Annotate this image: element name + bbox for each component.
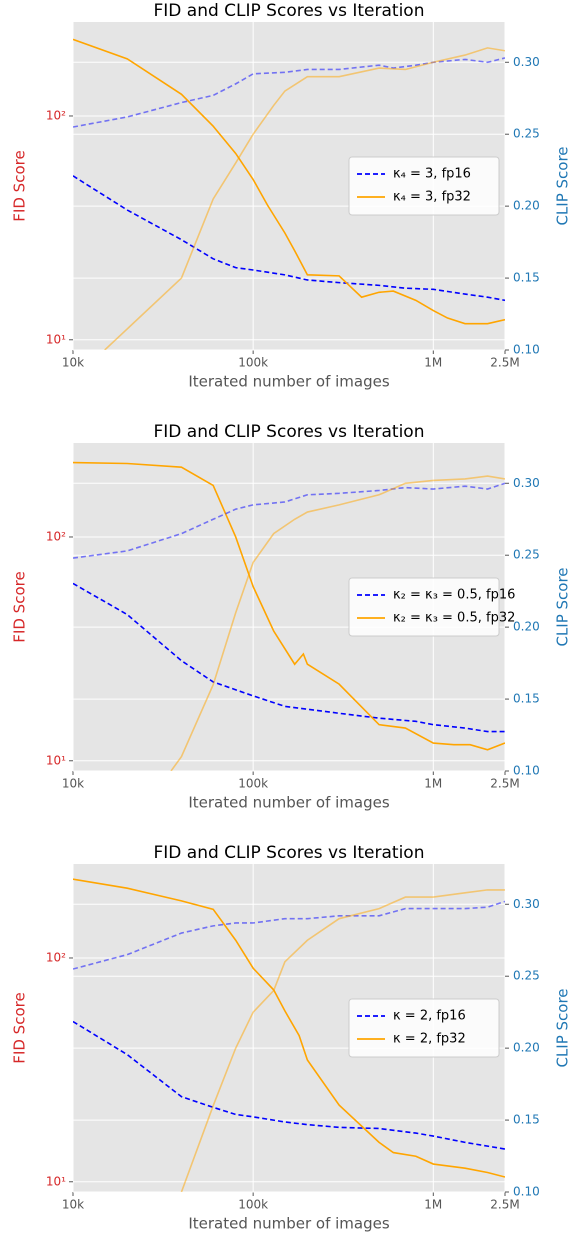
chart-title: FID and CLIP Scores vs Iteration bbox=[154, 422, 425, 442]
y2-axis-label: CLIP Score bbox=[554, 567, 572, 646]
y2-tick-label: 0.20 bbox=[513, 1041, 540, 1055]
y2-tick-label: 0.15 bbox=[513, 1113, 540, 1127]
legend-label: κ₄ = 3, fp16 bbox=[393, 167, 471, 182]
subplot: FID and CLIP Scores vs Iteration 10k 100k 1… bbox=[11, 422, 572, 812]
y2-tick-label: 0.30 bbox=[513, 476, 540, 490]
chart-title: FID and CLIP Scores vs Iteration bbox=[154, 843, 425, 863]
legend-label: κ₂ = κ₃ = 0.5, fp16 bbox=[393, 588, 515, 603]
data-line bbox=[104, 47, 505, 350]
data-line bbox=[73, 57, 505, 128]
y-axis-label: FID Score bbox=[11, 992, 29, 1063]
y-tick-label: 10² bbox=[46, 950, 66, 964]
data-line bbox=[73, 461, 505, 751]
legend-label: κ = 2, fp16 bbox=[393, 1009, 466, 1024]
x-tick-label: 10k bbox=[62, 777, 84, 791]
legend-box bbox=[348, 998, 500, 1058]
y2-tick-label: 0.10 bbox=[513, 343, 540, 357]
x-tick-label: 100k bbox=[238, 1198, 268, 1212]
legend-box bbox=[348, 577, 500, 637]
data-line bbox=[73, 175, 505, 302]
data-line bbox=[180, 889, 505, 1192]
x-tick-label: 2.5M bbox=[490, 777, 519, 791]
x-tick-label: 1M bbox=[424, 356, 442, 370]
data-line bbox=[73, 582, 505, 733]
legend-label: κ = 2, fp32 bbox=[393, 1032, 466, 1047]
y2-tick-label: 0.20 bbox=[513, 199, 540, 213]
y2-axis-label: CLIP Score bbox=[554, 988, 572, 1067]
x-tick-label: 1M bbox=[424, 1198, 442, 1212]
x-tick-label: 10k bbox=[62, 356, 84, 370]
x-tick-label: 2.5M bbox=[490, 1198, 519, 1212]
y2-tick-label: 0.15 bbox=[513, 271, 540, 285]
x-tick-label: 2.5M bbox=[490, 356, 519, 370]
y2-tick-label: 0.20 bbox=[513, 620, 540, 634]
y2-tick-label: 0.10 bbox=[513, 764, 540, 778]
legend-label: κ₄ = 3, fp32 bbox=[393, 190, 471, 205]
subplot: FID and CLIP Scores vs Iteration 10k 100k 1… bbox=[11, 1, 572, 391]
x-axis-label: Iterated number of images bbox=[188, 1215, 390, 1233]
x-tick-label: 100k bbox=[238, 356, 268, 370]
y2-tick-label: 0.30 bbox=[513, 55, 540, 69]
y-tick-label: 10² bbox=[46, 529, 66, 543]
data-line bbox=[73, 900, 505, 970]
data-line bbox=[73, 482, 505, 559]
x-axis-label: Iterated number of images bbox=[188, 794, 390, 812]
x-axis-label: Iterated number of images bbox=[188, 373, 390, 391]
x-tick-label: 100k bbox=[238, 777, 268, 791]
y-tick-label: 10¹ bbox=[46, 753, 66, 767]
chart-title: FID and CLIP Scores vs Iteration bbox=[154, 1, 425, 21]
y2-tick-label: 0.25 bbox=[513, 127, 540, 141]
y2-tick-label: 0.15 bbox=[513, 692, 540, 706]
legend-box bbox=[348, 156, 500, 216]
y-tick-label: 10¹ bbox=[46, 1174, 66, 1188]
data-line bbox=[73, 1020, 505, 1150]
x-tick-label: 10k bbox=[62, 1198, 84, 1212]
y2-tick-label: 0.25 bbox=[513, 969, 540, 983]
y2-tick-label: 0.10 bbox=[513, 1185, 540, 1199]
data-line bbox=[73, 38, 505, 325]
y-axis-label: FID Score bbox=[11, 571, 29, 642]
y-tick-label: 10² bbox=[46, 108, 66, 122]
y-axis-label: FID Score bbox=[11, 150, 29, 221]
data-line bbox=[170, 475, 505, 771]
subplot: FID and CLIP Scores vs Iteration 10k 100k 1… bbox=[11, 843, 572, 1233]
x-tick-label: 1M bbox=[424, 777, 442, 791]
y2-tick-label: 0.25 bbox=[513, 548, 540, 562]
y-tick-label: 10¹ bbox=[46, 332, 66, 346]
y2-tick-label: 0.30 bbox=[513, 897, 540, 911]
y2-axis-label: CLIP Score bbox=[554, 146, 572, 225]
legend-label: κ₂ = κ₃ = 0.5, fp32 bbox=[393, 611, 515, 626]
data-line bbox=[73, 878, 505, 1178]
